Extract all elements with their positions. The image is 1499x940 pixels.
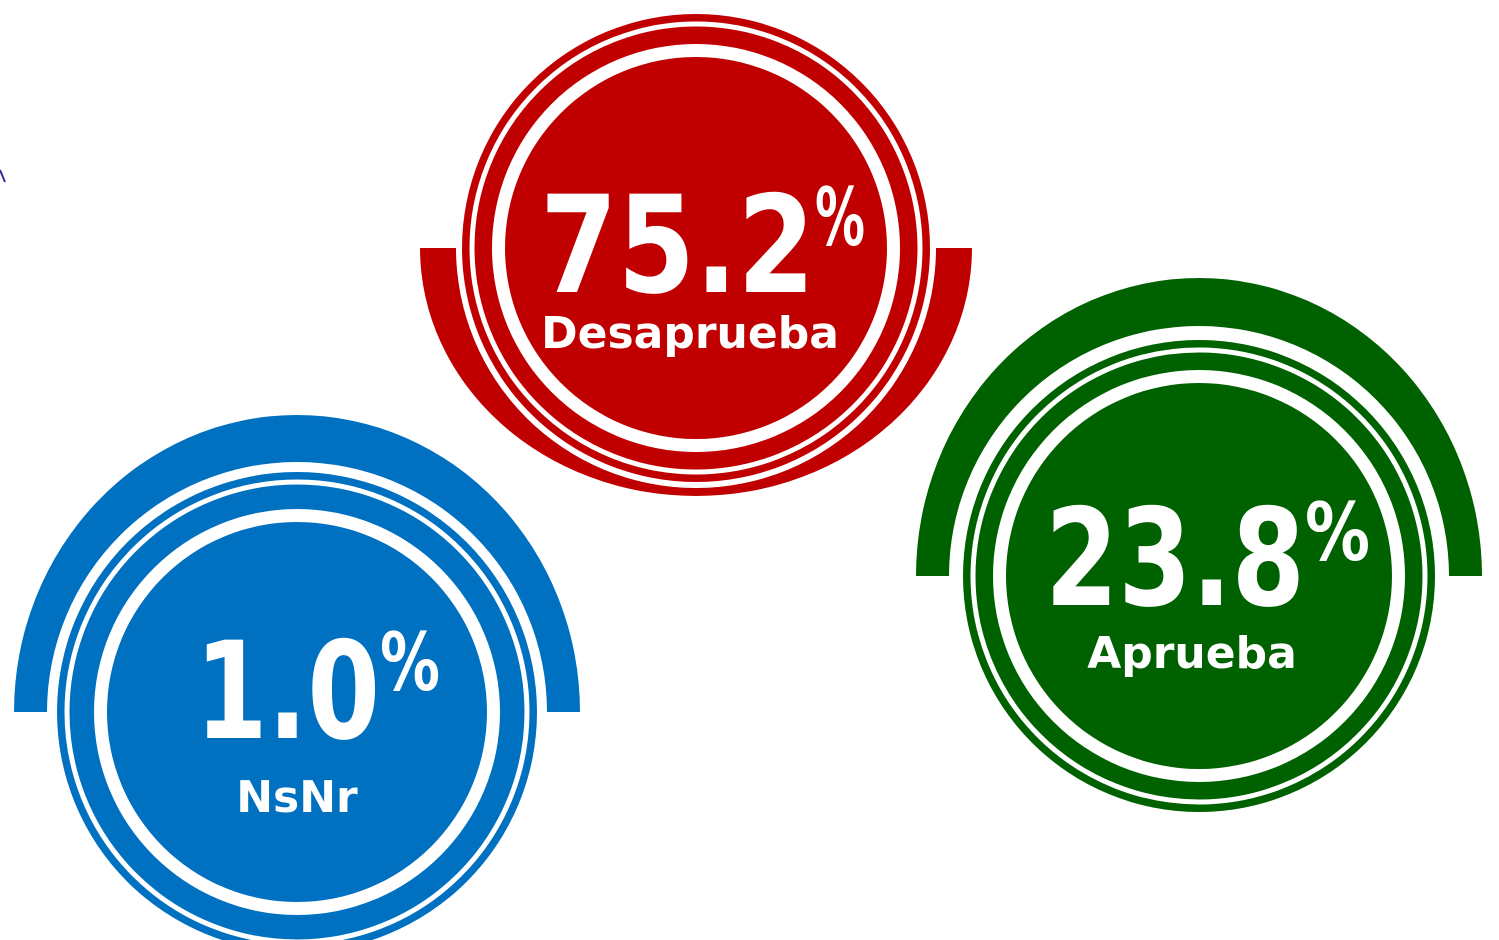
badge-unit: % — [815, 171, 865, 264]
badge-unit: % — [1305, 486, 1370, 579]
badge-label: Aprueba — [1087, 628, 1297, 679]
badge-core — [107, 522, 487, 902]
badge: 1.0 % NsNr — [14, 415, 580, 940]
badge-value: 1.0 — [195, 613, 380, 770]
badge-value: 23.8 — [1045, 480, 1305, 637]
badge-label: Desaprueba — [541, 308, 839, 359]
badge-core — [1006, 383, 1392, 769]
badge-unit: % — [380, 616, 440, 709]
badge-ring-line — [970, 347, 1428, 805]
badge-value: 75.2 — [540, 167, 815, 324]
badge-ring-line — [64, 479, 530, 940]
badge-label: NsNr — [236, 772, 358, 823]
badge: 23.8 %Aprueba — [916, 278, 1482, 812]
badge-core — [505, 57, 887, 439]
badge-ring-line — [469, 21, 923, 475]
edge-mark — [0, 169, 6, 183]
badge: 75.2 % Desaprueba — [420, 14, 972, 496]
